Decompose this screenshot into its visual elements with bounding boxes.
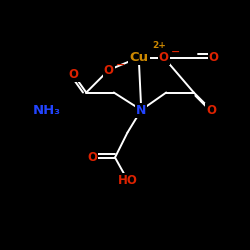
Text: O: O [159, 51, 169, 64]
Text: O: O [209, 51, 219, 64]
Text: O: O [69, 68, 79, 82]
Text: NH₃: NH₃ [32, 104, 60, 117]
Text: O: O [104, 64, 114, 76]
Text: O: O [206, 104, 216, 117]
Text: 2+: 2+ [152, 42, 166, 50]
Text: −: − [171, 47, 180, 57]
Text: −: − [116, 60, 126, 70]
Text: Cu: Cu [129, 51, 148, 64]
Text: N: N [136, 104, 146, 117]
Text: O: O [88, 151, 98, 164]
Text: HO: HO [118, 174, 138, 186]
